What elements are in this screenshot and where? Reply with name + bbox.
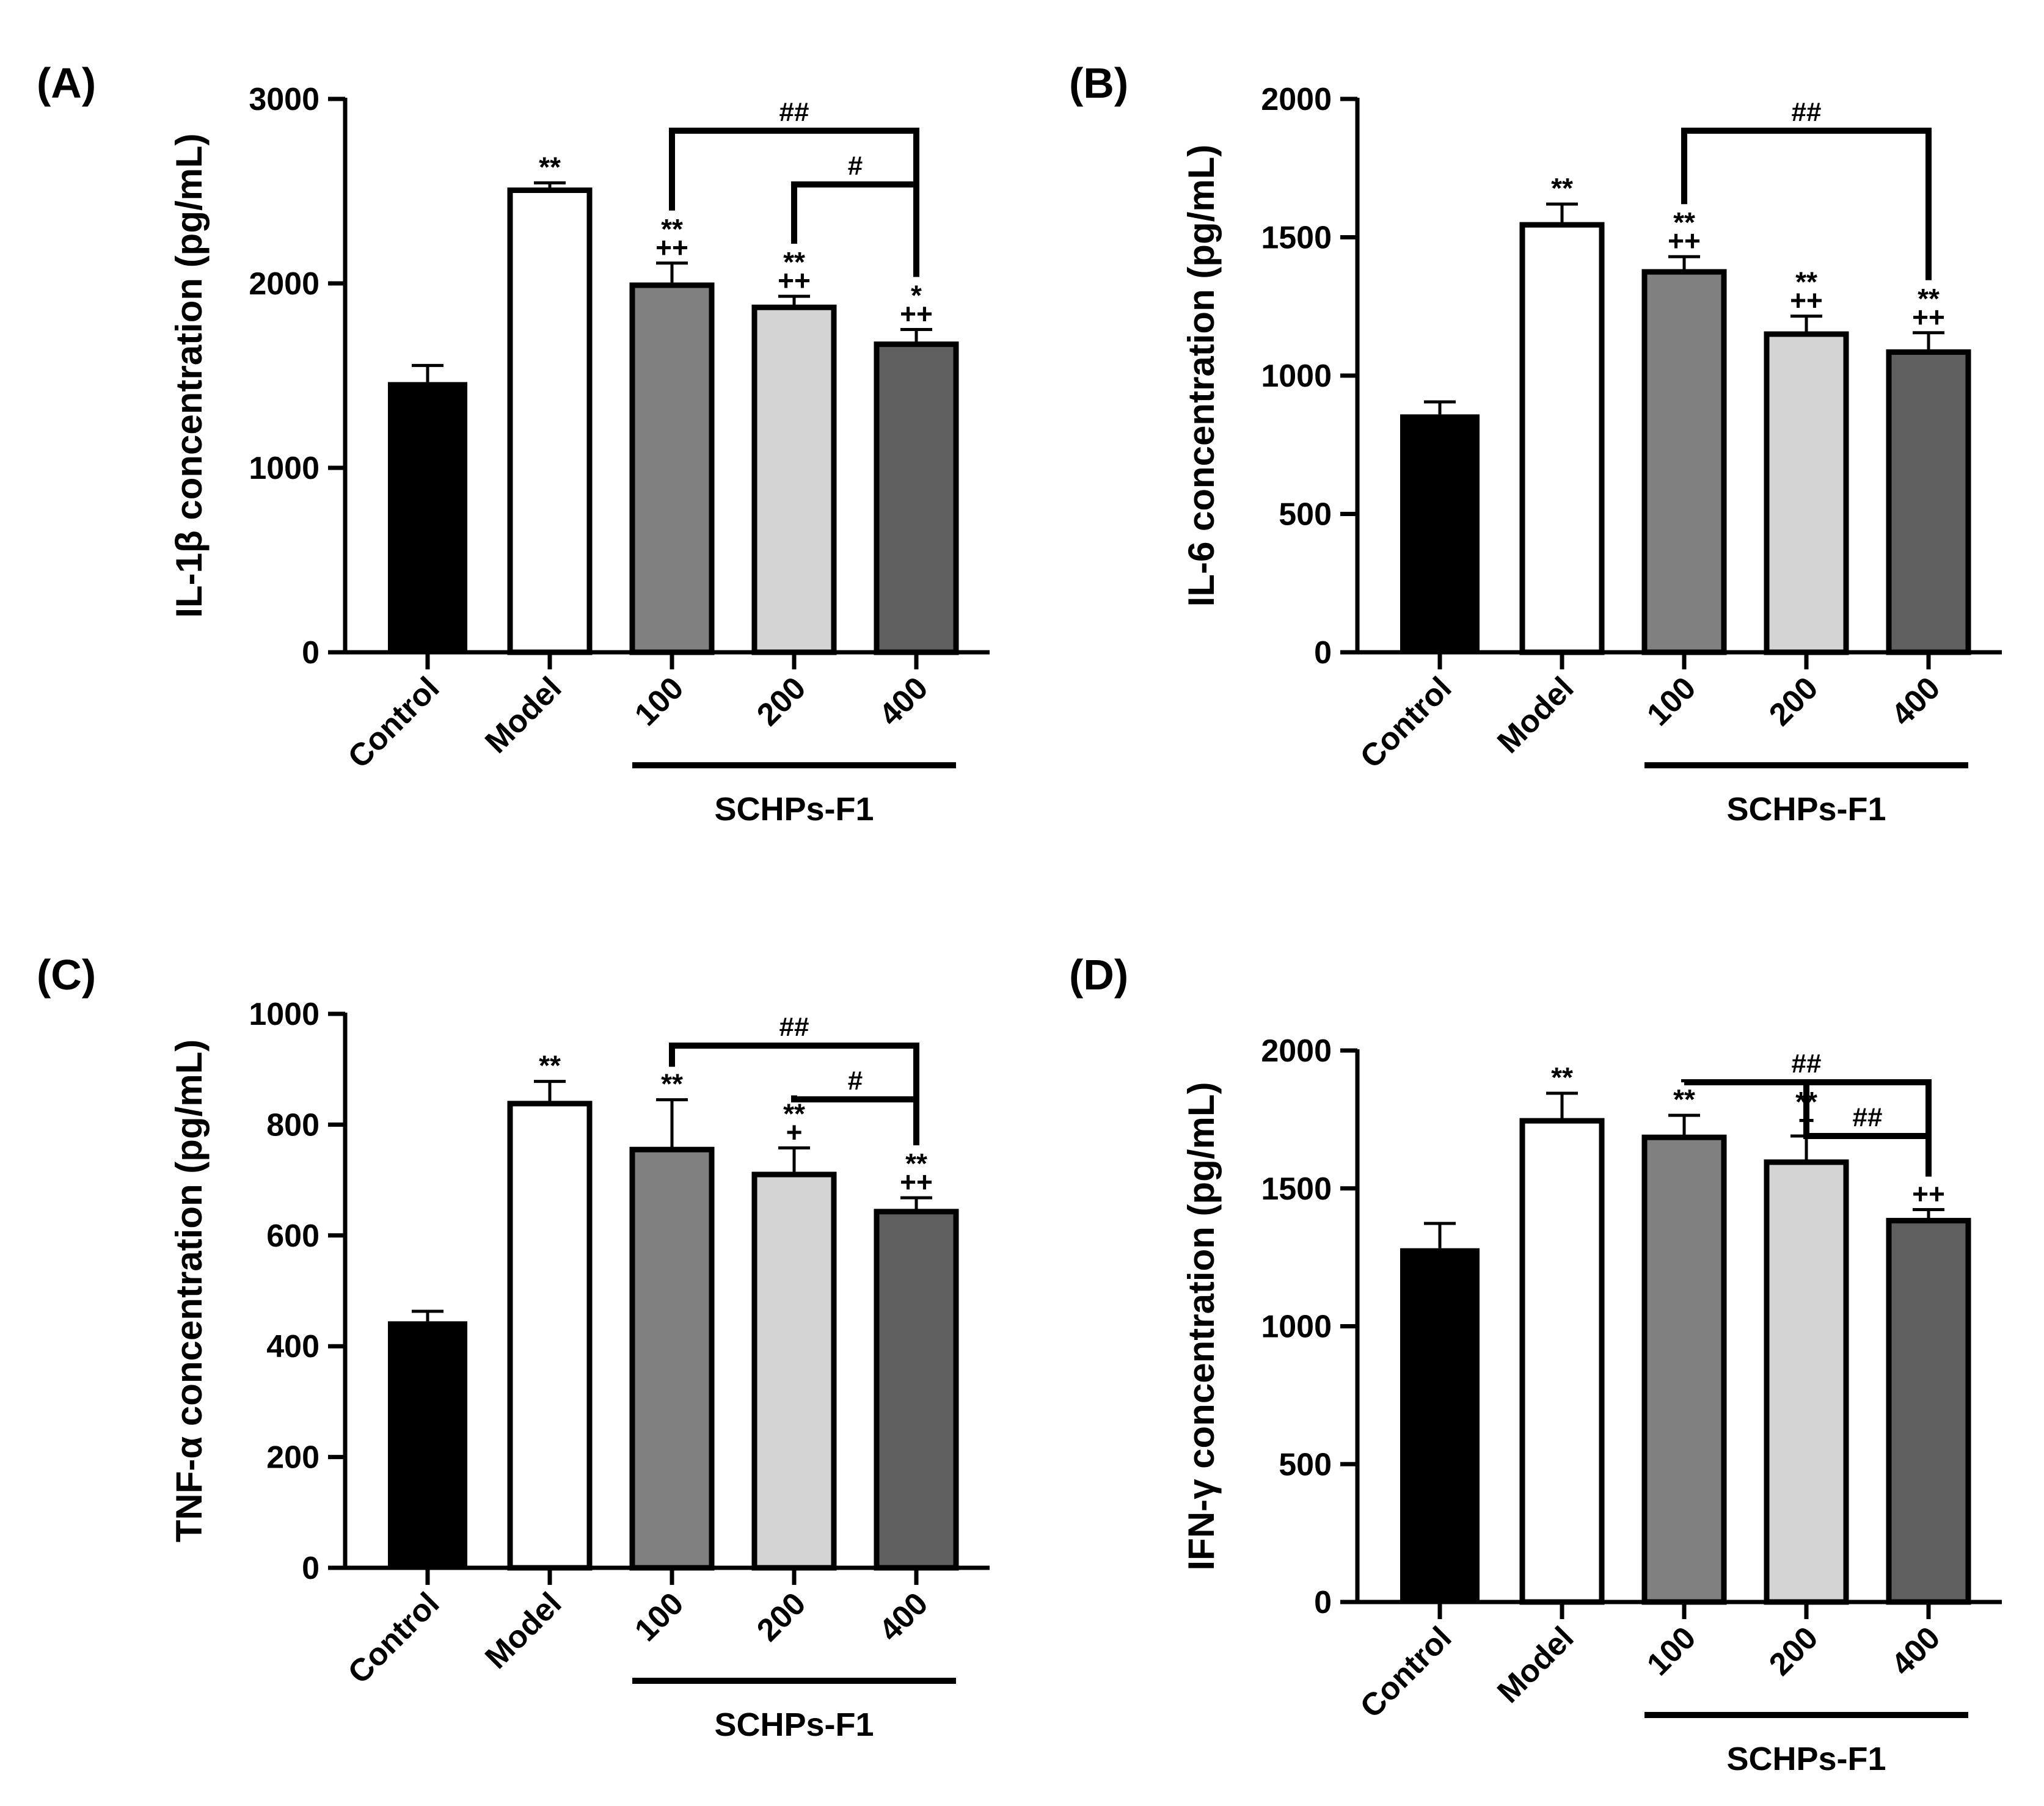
bar-control <box>1400 414 1480 652</box>
y-tick-label: 600 <box>266 1218 319 1254</box>
panel-label: (C) <box>37 951 96 999</box>
significance-mark: ++ <box>1790 285 1823 316</box>
bar-400 <box>1886 1218 1971 1605</box>
y-tick-label: 400 <box>266 1329 319 1364</box>
y-tick-label: 1000 <box>249 997 319 1032</box>
group-label: SCHPs-F1 <box>714 791 874 828</box>
bar-100 <box>1641 1134 1727 1605</box>
significance-mark: ++ <box>900 298 933 330</box>
y-tick-label: 0 <box>1314 1585 1332 1620</box>
comparison-bracket <box>1681 1079 1932 1177</box>
y-tick-label: 800 <box>266 1107 319 1143</box>
y-tick-label: 2000 <box>1261 82 1332 117</box>
comparison-bracket <box>1803 1083 1932 1177</box>
bar-400 <box>874 1209 959 1571</box>
y-axis-title: IL-1β concentration (pg/mL) <box>169 133 210 617</box>
bar-400 <box>1886 349 1971 655</box>
group-label: SCHPs-F1 <box>1726 1741 1886 1777</box>
y-tick-label: 1000 <box>249 451 319 486</box>
bar-200 <box>1764 1159 1849 1605</box>
bar-100 <box>1641 269 1727 655</box>
y-axis-title: TNF-α concentration (pg/mL) <box>169 1040 210 1542</box>
significance-mark: + <box>786 1116 803 1148</box>
bar-100 <box>629 1146 715 1571</box>
y-tick-label: 500 <box>1279 1447 1332 1482</box>
group-label: SCHPs-F1 <box>714 1706 874 1743</box>
significance-mark: ** <box>1918 283 1940 315</box>
significance-mark: ** <box>661 213 683 245</box>
significance-mark: ** <box>905 1148 927 1179</box>
significance-mark: ++ <box>1668 225 1701 257</box>
bar-model <box>1519 222 1605 655</box>
bar-control <box>388 1321 467 1568</box>
bar-200 <box>751 304 837 655</box>
significance-mark: ++ <box>900 1166 933 1198</box>
significance-mark: ++ <box>655 231 688 263</box>
comparison-label: # <box>848 1066 863 1096</box>
y-axis-title: IFN-γ concentration (pg/mL) <box>1181 1082 1222 1571</box>
significance-mark: ** <box>1795 266 1817 298</box>
panel-label: (B) <box>1069 59 1128 107</box>
significance-mark: ** <box>783 246 805 278</box>
significance-mark: ++ <box>1912 1178 1945 1210</box>
bar-model <box>507 1101 593 1571</box>
y-tick-label: 2000 <box>1261 1033 1332 1069</box>
significance-mark: ** <box>1551 1061 1573 1093</box>
y-tick-label: 0 <box>302 1551 319 1586</box>
bar-200 <box>1764 331 1849 655</box>
significance-mark: ** <box>539 151 561 183</box>
comparison-label: # <box>848 151 863 181</box>
y-tick-label: 1000 <box>1261 1309 1332 1345</box>
significance-mark: ** <box>783 1098 805 1129</box>
chart-panel-a: 0 1000 2000 3000 IL-1β concentration (pg/mL)… <box>169 82 990 828</box>
significance-mark: ** <box>1673 206 1695 238</box>
significance-mark: ** <box>539 1050 561 1082</box>
y-tick-label: 0 <box>1314 635 1332 671</box>
y-tick-label: 500 <box>1279 497 1332 533</box>
y-tick-label: 200 <box>266 1440 319 1476</box>
bar-100 <box>629 282 715 655</box>
panel-label: (D) <box>1069 951 1128 999</box>
bar-200 <box>751 1171 837 1571</box>
comparison-label: ## <box>779 97 809 127</box>
significance-mark: ++ <box>1912 301 1945 333</box>
y-tick-label: 1000 <box>1261 359 1332 394</box>
comparison-bracket <box>1681 128 1932 280</box>
comparison-bracket <box>791 181 919 277</box>
y-tick-label: 3000 <box>249 82 319 117</box>
y-tick-label: 1500 <box>1261 220 1332 256</box>
panel-a: (A) 0 1000 2000 3000 IL-1β concentration (pg… <box>37 59 990 828</box>
significance-mark: ** <box>661 1068 683 1100</box>
significance-mark: ** <box>1673 1083 1695 1115</box>
comparison-bracket <box>669 1043 919 1146</box>
panel-label: (A) <box>37 59 96 107</box>
y-tick-label: 2000 <box>249 266 319 302</box>
bar-control <box>1400 1248 1480 1602</box>
bar-control <box>388 382 467 652</box>
comparison-label: ## <box>779 1012 809 1042</box>
y-axis-title: IL-6 concentration (pg/mL) <box>1181 145 1222 607</box>
comparison-label: ## <box>1792 97 1822 127</box>
y-tick-label: 1500 <box>1261 1171 1332 1207</box>
bar-model <box>507 187 593 655</box>
bar-400 <box>874 341 959 655</box>
group-label: SCHPs-F1 <box>1726 791 1886 828</box>
y-tick-label: 0 <box>302 635 319 671</box>
significance-mark: ** <box>1551 172 1573 204</box>
bar-model <box>1519 1118 1605 1605</box>
comparison-label: ## <box>1853 1102 1883 1132</box>
comparison-label: ## <box>1792 1049 1822 1079</box>
comparison-bracket <box>791 1095 919 1146</box>
significance-mark: ++ <box>778 264 811 296</box>
significance-mark: * <box>911 280 922 311</box>
